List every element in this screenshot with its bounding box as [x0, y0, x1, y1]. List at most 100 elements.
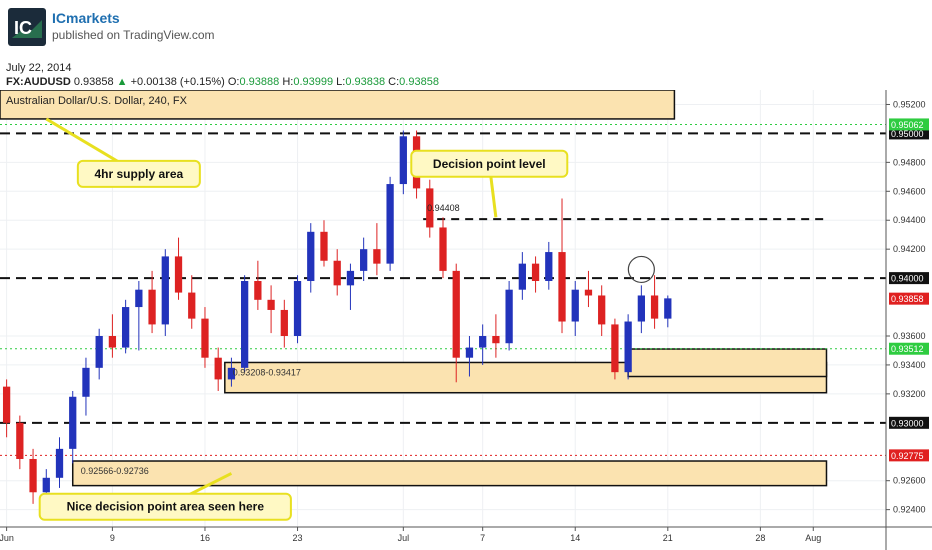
last-price: 0.93858 [73, 76, 114, 88]
candle-body [95, 335, 103, 368]
candle-body [650, 295, 659, 319]
x-tick-label: 7 [480, 533, 485, 543]
y-tick-label: 0.92600 [893, 476, 926, 486]
candle [584, 270, 593, 308]
candle [505, 281, 513, 351]
candle-body [571, 289, 579, 322]
symbol: FX:AUDUSD [6, 76, 71, 88]
candle [2, 379, 11, 438]
candle [664, 295, 672, 328]
candle [465, 335, 474, 377]
y-tick-label: 0.93600 [893, 331, 926, 341]
candle [148, 270, 156, 334]
candle [82, 357, 90, 416]
price-lines [0, 123, 886, 456]
candle [95, 328, 103, 380]
candle [161, 249, 169, 336]
candle-body [611, 324, 619, 373]
candle-body [16, 422, 24, 459]
price-chart[interactable]: Australian Dollar/U.S. Dollar, 240, FX 0.… [0, 90, 932, 550]
candle-body [69, 396, 77, 449]
candle-body [320, 231, 328, 261]
candle-body [505, 289, 513, 344]
candle [518, 252, 526, 300]
nice-decision-callout-box [38, 492, 292, 521]
y-tick-label: 0.94600 [893, 186, 926, 196]
candle [55, 437, 64, 488]
candle [293, 275, 302, 344]
candle-body [254, 281, 262, 300]
open-label: O: [227, 76, 240, 88]
candle-body [584, 289, 593, 296]
candle [280, 299, 288, 348]
close-value: 0.93858 [399, 76, 439, 88]
candle [346, 263, 355, 310]
demand-zone-1-label: 0.93208-0.93417 [233, 367, 301, 377]
candle-body [161, 256, 169, 325]
candle [135, 281, 143, 351]
x-tick-label: Aug [805, 533, 821, 543]
candle-body [307, 231, 315, 282]
decision-callout-text: Decision point level [433, 157, 546, 171]
decision-callout-box [410, 149, 569, 178]
demand-zone-2 [627, 348, 828, 378]
candle [227, 357, 236, 387]
candle [29, 448, 37, 504]
y-tick-label: 0.94400 [893, 215, 926, 225]
candle [241, 275, 249, 373]
candle-body [293, 281, 302, 336]
candle [611, 318, 619, 380]
price-line-badge-label: 0.95062 [891, 120, 924, 130]
candle [307, 223, 315, 293]
price-line-badge [889, 342, 929, 355]
candle [121, 299, 130, 354]
candle [373, 223, 381, 276]
candle-body [214, 357, 222, 380]
y-tick-label: 0.92400 [893, 505, 926, 515]
icmarkets-logo[interactable]: IC [8, 8, 46, 46]
y-tick-label: 0.93400 [893, 360, 926, 370]
candle-body [558, 252, 566, 322]
candle-body [452, 270, 460, 358]
candle [201, 307, 209, 368]
y-tick-label: 0.94800 [893, 157, 926, 167]
supply-callout-box [76, 159, 201, 188]
decision-line-label: 0.94408 [427, 203, 460, 213]
x-axis: Jun 9 16 23 Jul 7 14 21 28 Aug [0, 527, 821, 543]
candle-body [465, 347, 474, 358]
candle-body [426, 188, 434, 228]
price-line-badge-label: 0.94000 [891, 274, 924, 284]
price-line-badge [889, 449, 929, 462]
candle-body [439, 227, 447, 271]
candle-body [108, 335, 117, 348]
candle [452, 263, 460, 383]
header: IC ICmarkets published on TradingView.co… [0, 0, 932, 52]
y-tick-label: 0.93200 [893, 389, 926, 399]
candle-body [598, 295, 606, 325]
annotations: Australian Dollar/U.S. Dollar, 240, FX 0.… [6, 95, 655, 521]
zones [0, 90, 828, 487]
candle-body [280, 309, 288, 336]
open-value: 0.93888 [239, 76, 280, 88]
candle-body [492, 335, 500, 344]
candle-body [148, 289, 156, 325]
candle [214, 347, 222, 391]
x-tick-label: 21 [663, 533, 673, 543]
candle [333, 249, 341, 296]
candle [598, 285, 606, 336]
last-price-badge [889, 292, 929, 305]
candle [16, 415, 24, 470]
candle [386, 176, 394, 271]
candle-body [135, 289, 143, 308]
y-tick-label: 0.95200 [893, 99, 926, 109]
candle-body [664, 298, 672, 319]
candle [399, 130, 407, 195]
candle-body [241, 281, 249, 368]
candle [320, 220, 328, 267]
x-tick-label: 14 [570, 533, 580, 543]
price-line-badge [889, 416, 929, 429]
brand-name[interactable]: ICmarkets [52, 10, 120, 26]
low-value: 0.93838 [345, 76, 386, 88]
candle-body [479, 335, 487, 348]
low-label: L: [336, 76, 346, 88]
